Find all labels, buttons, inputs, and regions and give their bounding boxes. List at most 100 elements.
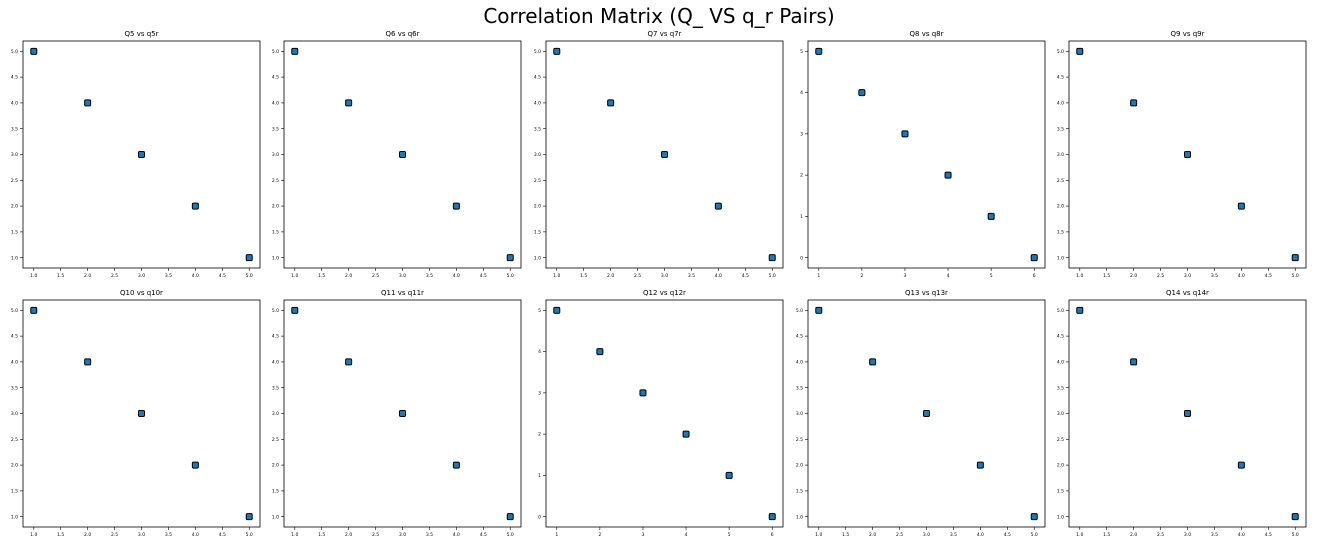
y-tick-label: 3.0: [1057, 411, 1064, 417]
x-tick-label: 1: [555, 532, 558, 538]
y-tick-label: 1.0: [796, 514, 803, 520]
y-tick-label: 4.5: [534, 75, 541, 81]
y-tick-label: 1.5: [272, 488, 279, 494]
y-tick-label: 0: [800, 255, 803, 261]
y-tick-label: 4.5: [1057, 75, 1064, 81]
x-tick-label: 4.0: [1238, 273, 1245, 279]
x-tick-label: 4.5: [1265, 532, 1272, 538]
x-tick-label: 2.0: [84, 273, 91, 279]
data-point: [84, 99, 92, 107]
x-tick-label: 2.0: [607, 273, 614, 279]
x-tick-label: 1.5: [580, 273, 587, 279]
x-tick-label: 1.5: [1103, 273, 1110, 279]
subplot-title: Q5 vs q5r: [125, 30, 159, 38]
x-tick-label: 3.0: [661, 273, 668, 279]
x-tick-label: 1.0: [1076, 273, 1083, 279]
y-tick-label: 4.5: [11, 75, 18, 81]
y-tick-label: 1.5: [1057, 229, 1064, 235]
subplot: Q6 vs q6r 1.0 1.5 2.0 2.5 3.0 3.5 4.0 4.5 5.0 1.0 1…: [272, 30, 522, 279]
data-point: [1237, 461, 1245, 469]
y-tick-label: 2.0: [1057, 463, 1064, 469]
x-tick-label: 1.5: [318, 532, 325, 538]
x-tick-label: 3.5: [426, 273, 433, 279]
x-tick-label: 3.5: [165, 532, 172, 538]
subplot-title: Q11 vs q11r: [381, 289, 424, 297]
y-tick-label: 3.0: [534, 152, 541, 158]
x-tick-label: 1.0: [553, 273, 560, 279]
y-tick-label: 5.0: [796, 308, 803, 314]
y-tick-label: 1.5: [11, 229, 18, 235]
y-tick-label: 2.0: [272, 463, 279, 469]
data-point: [682, 430, 690, 438]
data-point: [452, 202, 460, 210]
x-tick-label: 2.0: [1130, 273, 1137, 279]
y-tick-label: 4.0: [534, 101, 541, 107]
data-point: [84, 358, 92, 366]
x-tick-label: 2: [598, 532, 601, 538]
data-point: [607, 99, 615, 107]
data-point: [768, 254, 776, 262]
x-tick-label: 4.5: [480, 273, 487, 279]
data-point: [976, 461, 984, 469]
y-tick-label: 3.0: [1057, 152, 1064, 158]
x-tick-label: 1.5: [842, 532, 849, 538]
subplot: Q14 vs q14r 1.0 1.5 2.0 2.5 3.0 3.5 4.0 4.5 5.0 1.…: [1057, 289, 1307, 538]
y-tick-label: 2.0: [11, 204, 18, 210]
y-tick-label: 5.0: [272, 49, 279, 55]
y-tick-label: 1.0: [1057, 255, 1064, 261]
data-point: [553, 47, 561, 55]
y-tick-label: 2.0: [534, 204, 541, 210]
x-tick-label: 4.0: [715, 273, 722, 279]
y-tick-label: 3.5: [534, 126, 541, 132]
subplot-title: Q13 vs q13r: [905, 289, 948, 297]
y-tick-label: 1.0: [1057, 514, 1064, 520]
y-tick-label: 1.5: [11, 488, 18, 494]
x-tick-label: 1.0: [815, 532, 822, 538]
x-tick-label: 2.5: [896, 532, 903, 538]
y-tick-label: 3: [538, 390, 541, 396]
data-point: [1076, 47, 1084, 55]
x-tick-label: 3.5: [950, 532, 957, 538]
y-tick-label: 1.5: [1057, 488, 1064, 494]
subplot: Q10 vs q10r 1.0 1.5 2.0 2.5 3.0 3.5 4.0 4.5 5.0 1.…: [11, 289, 261, 538]
y-tick-label: 2.5: [1057, 437, 1064, 443]
data-point: [901, 130, 909, 138]
x-tick-label: 5.0: [246, 273, 253, 279]
x-tick-label: 5: [990, 273, 993, 279]
x-tick-label: 4.0: [453, 532, 460, 538]
x-tick-label: 1.0: [30, 273, 37, 279]
x-tick-label: 1.0: [1076, 532, 1083, 538]
subplot-title: Q8 vs q8r: [910, 30, 944, 38]
y-tick-label: 1.0: [534, 255, 541, 261]
data-point: [714, 202, 722, 210]
y-tick-label: 4: [800, 90, 803, 96]
y-tick-label: 3.5: [272, 385, 279, 391]
x-tick-label: 3.0: [138, 273, 145, 279]
x-tick-label: 3.0: [1184, 273, 1191, 279]
x-tick-label: 3.5: [688, 273, 695, 279]
y-tick-label: 5.0: [11, 49, 18, 55]
x-tick-label: 3.0: [923, 532, 930, 538]
x-tick-label: 2.5: [1157, 273, 1164, 279]
x-tick-label: 4.5: [219, 273, 226, 279]
y-tick-label: 1.0: [272, 514, 279, 520]
data-point: [1184, 410, 1191, 417]
data-point: [1237, 202, 1245, 210]
y-tick-label: 3.0: [272, 152, 279, 158]
x-tick-label: 1.0: [291, 273, 298, 279]
y-tick-label: 4: [538, 349, 541, 355]
x-tick-label: 5.0: [507, 273, 514, 279]
figure-title: Correlation Matrix (Q_ VS q_r Pairs): [483, 4, 835, 28]
plot-frame: [807, 40, 1046, 269]
x-tick-label: 4.0: [192, 273, 199, 279]
x-tick-label: 2.0: [1130, 532, 1137, 538]
data-point: [1130, 99, 1138, 107]
y-tick-label: 4.0: [272, 360, 279, 366]
y-tick-label: 4.5: [796, 334, 803, 340]
y-tick-label: 4.5: [1057, 334, 1064, 340]
data-point: [815, 47, 823, 55]
data-point: [506, 513, 514, 521]
subplot: Q5 vs q5r 1.0 1.5 2.0 2.5 3.0 3.5 4.0 4.5 5.0 1.0 1…: [11, 30, 261, 279]
x-tick-label: 3.0: [399, 532, 406, 538]
